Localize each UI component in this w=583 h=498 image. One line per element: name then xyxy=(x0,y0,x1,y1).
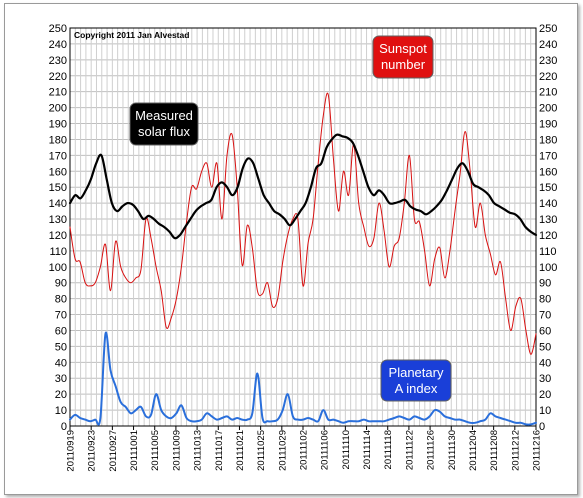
y-tick-label-right: 100 xyxy=(539,262,557,274)
y-tick-label-left: 120 xyxy=(49,230,67,242)
flux-label-text: Measured xyxy=(135,108,193,123)
y-tick-label-left: 200 xyxy=(49,103,67,115)
y-tick-label-left: 140 xyxy=(49,198,67,210)
y-tick-label-left: 250 xyxy=(49,23,67,35)
y-tick-label-right: 240 xyxy=(539,39,557,51)
y-tick-label-left: 150 xyxy=(49,182,67,194)
y-tick-label-right: 210 xyxy=(539,87,557,99)
x-tick-label: 20111122 xyxy=(404,430,415,470)
y-tick-label-left: 70 xyxy=(55,310,67,322)
sunspot-label-box xyxy=(372,35,434,79)
y-tick-label-right: 190 xyxy=(539,119,557,131)
x-tick-label: 20111212 xyxy=(510,430,521,471)
y-tick-label-left: 130 xyxy=(49,214,67,226)
x-tick-label: 20111013 xyxy=(193,430,204,471)
y-tick-label-left: 20 xyxy=(55,389,67,401)
y-tick-label-left: 190 xyxy=(49,119,67,131)
x-tick-label: 20110927 xyxy=(108,430,119,472)
y-tick-label-right: 130 xyxy=(539,214,557,226)
y-tick-label-left: 40 xyxy=(55,357,67,369)
y-tick-label-right: 90 xyxy=(539,278,551,290)
x-tick-label: 20110919 xyxy=(66,430,77,472)
x-tick-label: 20111216 xyxy=(532,430,543,471)
x-tick-label: 20111102 xyxy=(299,430,310,470)
y-tick-label-right: 70 xyxy=(539,310,551,322)
x-tick-label: 20111009 xyxy=(171,430,182,471)
y-tick-label-right: 10 xyxy=(539,405,551,417)
x-tick-label: 20111106 xyxy=(320,430,331,470)
y-tick-label-left: 60 xyxy=(55,325,67,337)
x-tick-label: 20111017 xyxy=(214,430,225,471)
y-tick-label-left: 50 xyxy=(55,341,67,353)
y-tick-label-right: 250 xyxy=(539,23,557,35)
x-tick-label: 20111208 xyxy=(489,430,500,471)
y-tick-label-left: 110 xyxy=(49,246,67,258)
flux-label-text: solar flux xyxy=(138,124,191,139)
x-tick-label: 20111130 xyxy=(447,430,458,470)
y-tick-label-left: 220 xyxy=(49,71,67,83)
y-tick-label-left: 30 xyxy=(55,373,67,385)
grid xyxy=(69,27,537,427)
x-tick-label: 20110923 xyxy=(87,430,98,472)
y-tick-label-left: 90 xyxy=(55,278,67,290)
x-tick-label: 20111118 xyxy=(383,430,394,469)
copyright-text: Copyright 2011 Jan Alvestad xyxy=(74,30,189,40)
y-tick-label-right: 110 xyxy=(539,246,557,258)
y-tick-label-right: 0 xyxy=(539,421,545,433)
y-tick-label-right: 170 xyxy=(539,150,557,162)
y-tick-label-left: 100 xyxy=(49,262,67,274)
y-tick-label-right: 20 xyxy=(539,389,551,401)
x-tick-label: 20111110 xyxy=(341,430,352,469)
y-tick-label-right: 140 xyxy=(539,198,557,210)
y-tick-label-right: 120 xyxy=(539,230,557,242)
y-tick-label-left: 10 xyxy=(55,405,67,417)
aindex-label-text: Planetary xyxy=(389,365,444,380)
y-tick-label-right: 40 xyxy=(539,357,551,369)
y-tick-label-right: 80 xyxy=(539,294,551,306)
sunspot-label-text: number xyxy=(381,57,426,72)
y-tick-label-right: 220 xyxy=(539,71,557,83)
y-tick-label-left: 180 xyxy=(49,134,67,146)
sunspot-number-line xyxy=(69,92,537,355)
y-tick-label-left: 0 xyxy=(61,421,67,433)
y-axis-right: 0 10 20 30 40 50 60 70 80 90 100 110 120 130 140 150 160… xyxy=(539,23,557,433)
y-tick-label-left: 80 xyxy=(55,294,67,306)
x-tick-label: 20111114 xyxy=(362,430,373,469)
x-tick-label: 20111204 xyxy=(468,430,479,471)
a-index-line xyxy=(69,331,537,426)
y-tick-label-left: 170 xyxy=(49,150,67,162)
y-tick-label-left: 230 xyxy=(49,55,67,67)
y-tick-label-right: 230 xyxy=(539,55,557,67)
y-axis-left: 0 10 20 30 40 50 60 70 80 90 100 110 120 130 140 150 160… xyxy=(49,23,67,433)
x-tick-label: 20111029 xyxy=(277,430,288,471)
solar-flux-line xyxy=(68,133,538,240)
y-tick-label-right: 30 xyxy=(539,373,551,385)
y-tick-label-right: 150 xyxy=(539,182,557,194)
x-tick-label: 20111001 xyxy=(129,430,140,471)
x-tick-label: 20111126 xyxy=(426,430,437,470)
y-tick-label-left: 240 xyxy=(49,39,67,51)
y-tick-label-right: 200 xyxy=(539,103,557,115)
x-tick-label: 20111005 xyxy=(150,430,161,471)
y-tick-label-right: 180 xyxy=(539,134,557,146)
series-layer xyxy=(68,92,538,426)
y-tick-label-right: 160 xyxy=(539,166,557,178)
x-tick-label: 20111021 xyxy=(235,430,246,471)
y-tick-label-left: 210 xyxy=(49,87,67,99)
y-tick-label-right: 50 xyxy=(539,341,551,353)
x-tick-label: 20111025 xyxy=(256,430,267,471)
y-tick-label-right: 60 xyxy=(539,325,551,337)
flux-label-box xyxy=(129,102,199,146)
aindex-label-text: A index xyxy=(395,381,438,396)
y-tick-label-left: 160 xyxy=(49,166,67,178)
sunspot-label-text: Sunspot xyxy=(379,41,427,56)
aindex-label-box xyxy=(380,359,452,402)
x-axis: 20110919 20110923 20110927 20111001 20111005… xyxy=(66,426,543,472)
